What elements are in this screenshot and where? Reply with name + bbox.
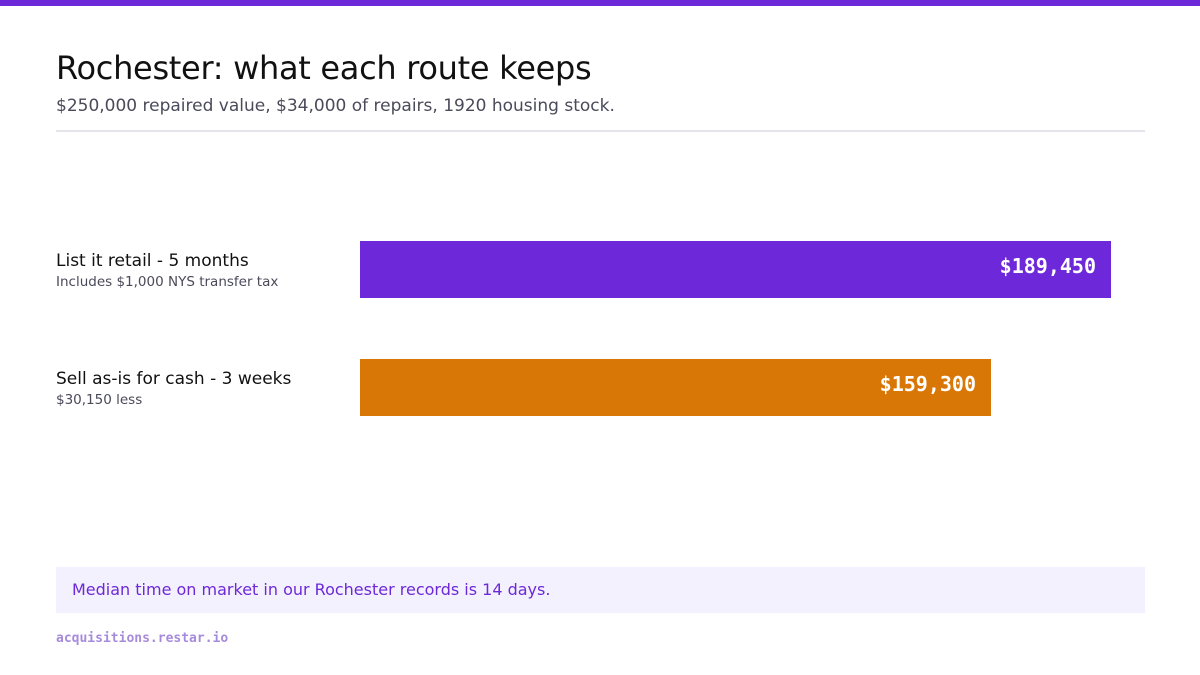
page-title: Rochester: what each route keeps (56, 49, 592, 87)
bar-label-retail: List it retail - 5 months Includes $1,00… (56, 250, 346, 291)
bar-value-retail: $189,450 (999, 254, 1096, 278)
bar-category-retail: List it retail - 5 months (56, 251, 249, 271)
bar-note-retail: Includes $1,000 NYS transfer tax (56, 274, 279, 290)
bar-cash: $159,300 (360, 359, 991, 416)
bar-label-cash: Sell as-is for cash - 3 weeks $30,150 le… (56, 368, 346, 409)
bar-value-cash: $159,300 (879, 372, 976, 396)
page-subtitle: $250,000 repaired value, $34,000 of repa… (56, 96, 615, 116)
bar-category-cash: Sell as-is for cash - 3 weeks (56, 369, 292, 389)
bar-note-cash: $30,150 less (56, 392, 143, 408)
callout-text: Median time on market in our Rochester r… (72, 580, 551, 599)
bar-retail: $189,450 (360, 241, 1111, 298)
header-divider (56, 130, 1145, 132)
callout-box: Median time on market in our Rochester r… (56, 567, 1145, 613)
accent-top-bar (0, 0, 1200, 6)
footer-domain: acquisitions.restar.io (56, 631, 229, 646)
